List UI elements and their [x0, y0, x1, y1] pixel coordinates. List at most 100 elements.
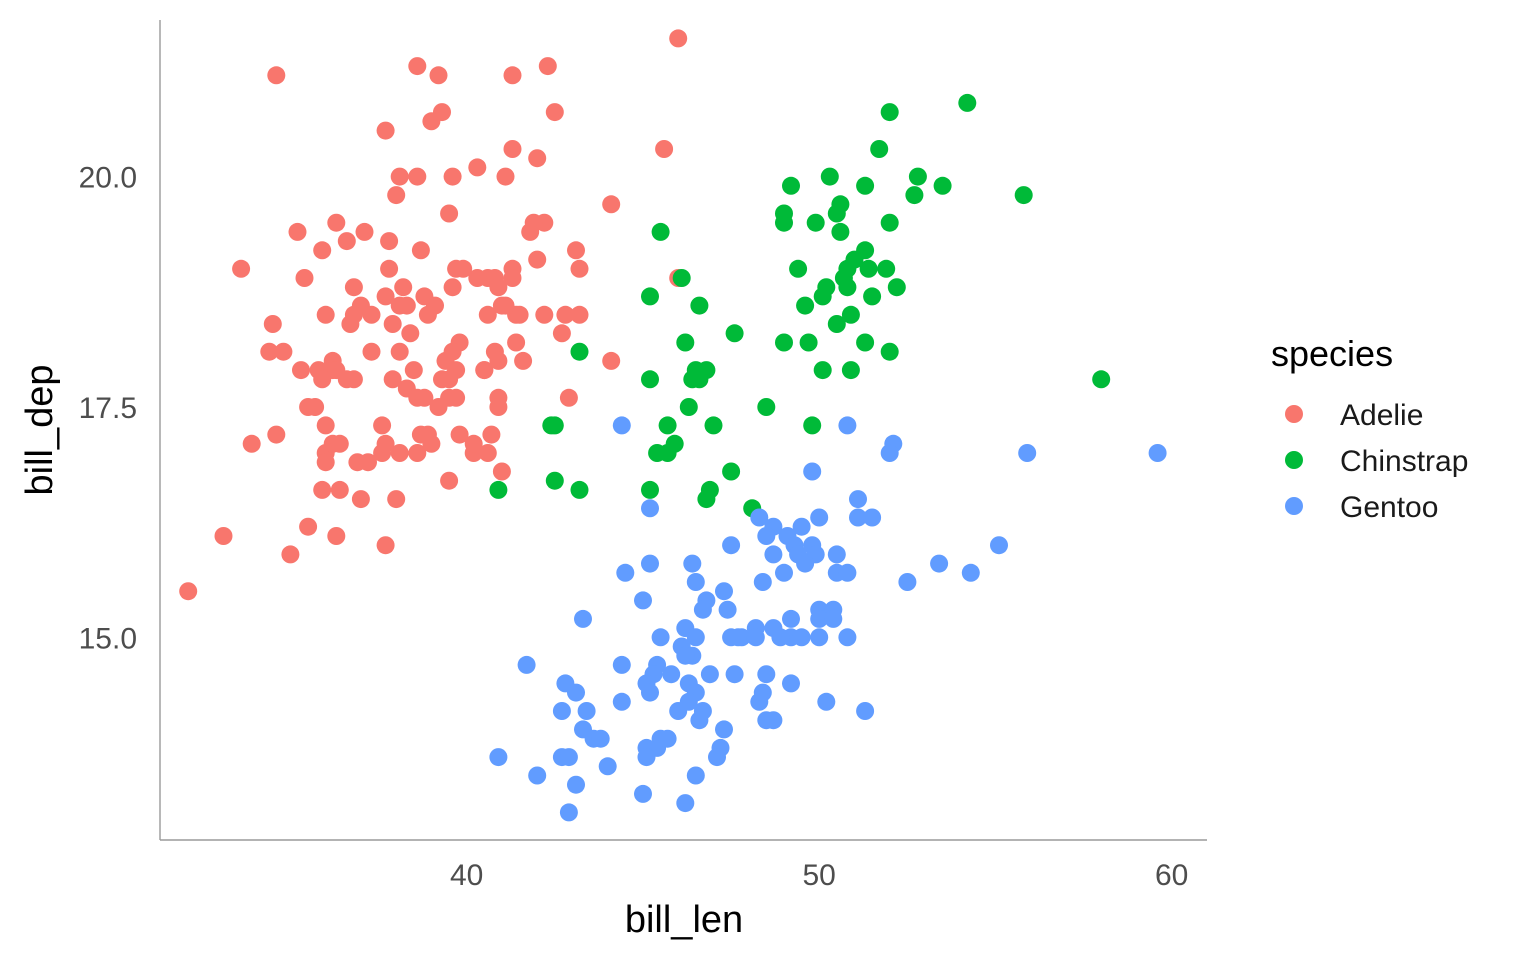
data-point-gentoo-35 [686, 573, 705, 591]
data-point-adelie-11 [655, 140, 674, 158]
data-point-adelie-100 [383, 370, 402, 389]
y-tick-label: 20.0 [79, 162, 137, 195]
data-point-chinstrap-49 [813, 361, 832, 380]
data-point-adelie-16 [443, 167, 462, 186]
data-point-chinstrap-63 [489, 480, 508, 499]
data-point-chinstrap-56 [704, 416, 723, 435]
data-point-adelie-95 [475, 361, 494, 380]
data-point-chinstrap-2 [870, 140, 889, 158]
data-point-adelie-59 [418, 305, 437, 324]
data-point-adelie-70 [263, 315, 282, 333]
data-point-adelie-0 [669, 29, 688, 48]
data-point-chinstrap-60 [658, 444, 677, 462]
data-point-adelie-25 [355, 222, 374, 241]
data-point-gentoo-6 [803, 462, 822, 481]
data-point-adelie-83 [602, 351, 621, 370]
data-point-chinstrap-36 [725, 324, 744, 343]
axes [159, 20, 1207, 841]
data-point-adelie-60 [535, 305, 554, 324]
data-point-gentoo-5 [612, 416, 631, 435]
data-point-chinstrap-51 [679, 398, 698, 416]
data-point-adelie-133 [440, 471, 459, 490]
data-point-chinstrap-6 [856, 176, 875, 195]
data-point-adelie-73 [552, 324, 571, 343]
data-point-gentoo-46 [810, 609, 829, 628]
data-point-gentoo-87 [669, 702, 688, 720]
data-point-adelie-37 [528, 250, 547, 269]
data-point-chinstrap-25 [672, 269, 691, 287]
data-point-gentoo-66 [612, 655, 631, 674]
data-point-gentoo-56 [771, 628, 790, 647]
data-point-chinstrap-4 [820, 167, 839, 186]
data-point-adelie-134 [330, 480, 349, 499]
points-layer [179, 29, 1167, 822]
x-tick-label: 40 [450, 859, 483, 892]
data-point-chinstrap-35 [827, 315, 846, 333]
data-point-adelie-111 [267, 425, 286, 444]
data-point-chinstrap-29 [863, 287, 882, 306]
data-point-gentoo-80 [612, 692, 631, 711]
data-point-gentoo-70 [725, 665, 744, 684]
data-point-adelie-67 [401, 324, 420, 343]
legend-swatch-gentoo [1285, 497, 1303, 515]
data-point-chinstrap-57 [803, 416, 822, 435]
data-point-adelie-19 [602, 195, 621, 214]
data-point-gentoo-34 [753, 573, 772, 591]
data-point-adelie-7 [422, 112, 441, 131]
data-point-chinstrap-34 [841, 305, 860, 324]
data-point-adelie-78 [390, 342, 409, 361]
data-point-chinstrap-0 [958, 93, 977, 112]
data-point-adelie-92 [313, 370, 332, 389]
data-point-chinstrap-62 [545, 471, 564, 490]
data-point-chinstrap-22 [859, 259, 878, 278]
data-point-gentoo-79 [567, 683, 585, 702]
data-point-adelie-136 [351, 490, 370, 509]
data-point-chinstrap-16 [651, 222, 670, 241]
x-tick-label: 50 [803, 859, 836, 892]
data-point-gentoo-38 [634, 591, 652, 610]
data-point-adelie-58 [362, 305, 381, 324]
data-point-adelie-46 [503, 269, 522, 287]
data-point-adelie-53 [489, 278, 508, 297]
data-point-adelie-66 [478, 305, 497, 324]
data-point-adelie-12 [528, 149, 547, 168]
data-point-adelie-17 [496, 167, 515, 186]
data-point-gentoo-4 [838, 416, 857, 435]
data-point-chinstrap-54 [545, 416, 564, 435]
data-point-gentoo-91 [764, 711, 783, 730]
data-point-chinstrap-28 [838, 278, 857, 297]
data-point-adelie-88 [404, 361, 423, 380]
data-point-adelie-141 [299, 517, 318, 536]
data-point-chinstrap-13 [775, 213, 793, 232]
data-point-gentoo-11 [750, 508, 769, 527]
data-point-adelie-126 [390, 444, 409, 462]
data-point-adelie-107 [306, 398, 325, 416]
x-axis-title: bill_len [625, 899, 743, 941]
data-point-chinstrap-21 [789, 259, 808, 278]
data-point-chinstrap-65 [641, 480, 659, 499]
data-point-gentoo-75 [641, 683, 659, 702]
data-point-chinstrap-39 [856, 333, 875, 352]
data-point-gentoo-89 [690, 711, 709, 730]
data-point-adelie-8 [545, 103, 564, 122]
data-point-gentoo-106 [489, 748, 508, 767]
series-gentoo [489, 416, 1167, 822]
data-point-gentoo-108 [637, 748, 656, 767]
data-point-adelie-105 [559, 388, 578, 407]
data-point-gentoo-99 [715, 720, 733, 739]
legend-swatch-chinstrap [1285, 451, 1303, 469]
data-point-gentoo-92 [856, 702, 875, 720]
data-point-chinstrap-40 [676, 333, 695, 352]
data-point-chinstrap-38 [799, 333, 818, 352]
data-point-chinstrap-33 [796, 296, 815, 315]
legend-label-chinstrap: Chinstrap [1340, 445, 1468, 478]
data-point-adelie-140 [281, 545, 300, 564]
data-point-gentoo-41 [718, 600, 737, 619]
data-point-adelie-96 [337, 370, 356, 389]
data-point-gentoo-21 [764, 545, 783, 564]
data-point-gentoo-107 [528, 766, 547, 785]
data-point-adelie-18 [387, 186, 406, 205]
data-point-adelie-135 [313, 480, 332, 499]
series-chinstrap [489, 93, 1111, 518]
data-point-adelie-62 [570, 305, 589, 324]
